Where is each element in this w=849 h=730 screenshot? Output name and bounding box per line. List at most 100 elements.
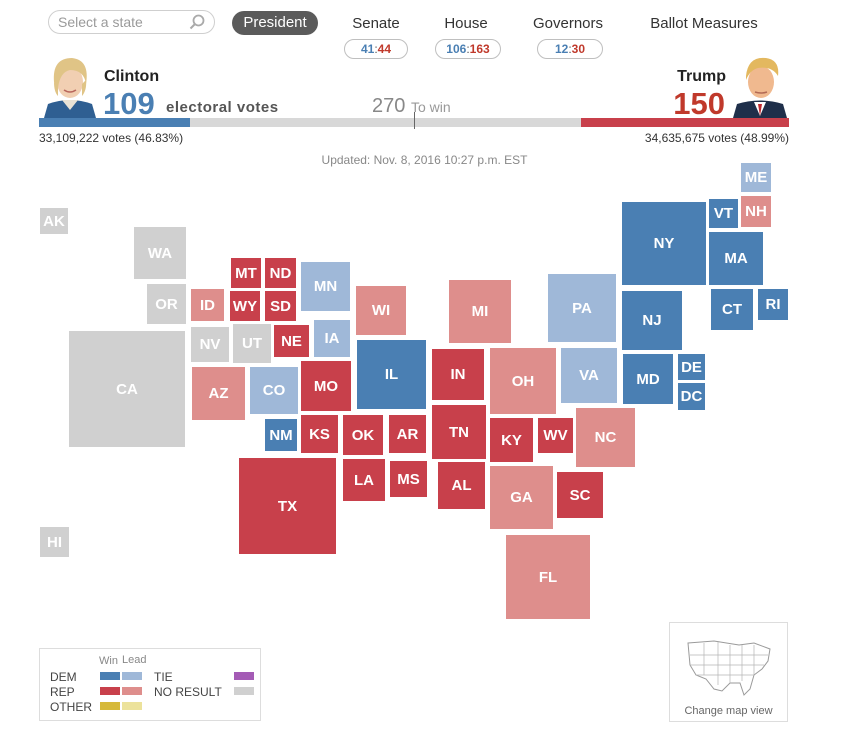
state-MS[interactable]: MS [390,461,427,497]
tab-governors[interactable]: Governors [532,15,604,32]
clinton-name: Clinton [104,68,160,85]
state-AR[interactable]: AR [389,415,426,453]
state-MO[interactable]: MO [301,361,351,411]
state-UT[interactable]: UT [233,324,271,363]
legend-tie-swatch [234,672,254,680]
tab-senate[interactable]: Senate [352,15,400,32]
state-WV[interactable]: WV [538,418,573,453]
state-AZ[interactable]: AZ [192,367,245,420]
state-OH[interactable]: OH [490,348,556,414]
state-RI[interactable]: RI [758,289,788,320]
state-DC[interactable]: DC [678,383,705,410]
us-outline-map-icon [687,640,771,696]
trump-popular-votes: 34,635,675 votes (48.99%) [644,131,789,145]
state-SD[interactable]: SD [265,291,296,321]
legend-rep-label: REP [50,685,75,699]
to-win-indicator: 270 To win [372,95,451,118]
state-WA[interactable]: WA [134,227,186,279]
state-IN[interactable]: IN [432,349,484,400]
state-KY[interactable]: KY [490,418,533,462]
state-WI[interactable]: WI [356,286,406,335]
state-CA[interactable]: CA [69,331,185,447]
state-ND[interactable]: ND [265,258,296,288]
score-separator: : [466,42,470,56]
state-NH[interactable]: NH [741,196,771,227]
state-LA[interactable]: LA [343,459,385,501]
state-NM[interactable]: NM [265,419,297,451]
to-win-label: To win [410,99,451,115]
trump-electoral-votes: 150 [673,86,725,121]
change-map-view-label: Change map view [684,705,773,717]
state-CO[interactable]: CO [250,367,298,414]
state-ID[interactable]: ID [191,289,224,321]
electoral-progress-rep [581,118,789,127]
tab-house[interactable]: House [444,15,488,32]
search-input[interactable] [58,14,188,30]
state-TN[interactable]: TN [432,405,486,459]
trump-name: Trump [677,68,726,85]
state-AK[interactable]: AK [40,208,68,234]
state-IA[interactable]: IA [314,320,350,357]
state-HI[interactable]: HI [40,527,69,557]
state-VT[interactable]: VT [709,199,738,228]
state-NJ[interactable]: NJ [622,291,682,350]
clinton-popular-votes: 33,109,222 votes (46.83%) [39,131,184,145]
change-map-view-button[interactable]: Change map view [669,622,788,722]
state-GA[interactable]: GA [490,466,553,529]
legend-dem-label: DEM [50,670,77,684]
score-separator: : [568,42,572,56]
house-score[interactable]: 106:163 [435,39,501,59]
state-ME[interactable]: ME [741,163,771,192]
state-IL[interactable]: IL [357,340,426,409]
state-MT[interactable]: MT [231,258,261,288]
legend-rep-win-swatch [100,687,120,695]
state-search[interactable] [48,10,215,34]
state-PA[interactable]: PA [548,274,616,342]
legend-other-lead-swatch [122,702,142,710]
state-NY[interactable]: NY [622,202,706,285]
state-AL[interactable]: AL [438,462,485,509]
legend-no-result-label: NO RESULT [154,685,222,699]
state-NV[interactable]: NV [191,327,229,362]
state-OK[interactable]: OK [343,415,383,455]
state-MI[interactable]: MI [449,280,511,343]
state-MA[interactable]: MA [709,232,763,285]
state-WY[interactable]: WY [230,291,260,321]
senate-rep-count: 44 [377,42,392,56]
legend-tie-label: TIE [154,670,173,684]
tab-president[interactable]: President [232,11,318,35]
state-SC[interactable]: SC [557,472,603,518]
state-NC[interactable]: NC [576,408,635,467]
state-OR[interactable]: OR [147,284,186,324]
governors-score[interactable]: 12:30 [537,39,603,59]
legend-dem-lead-swatch [122,672,142,680]
state-MD[interactable]: MD [623,354,673,404]
governors-rep-count: 30 [571,42,586,56]
score-separator: : [374,42,378,56]
updated-timestamp: Updated: Nov. 8, 2016 10:27 p.m. EST [321,153,528,167]
state-CT[interactable]: CT [711,289,753,330]
tab-ballot-measures[interactable]: Ballot Measures [650,15,758,32]
state-KS[interactable]: KS [301,415,338,453]
to-win-number: 270 [372,95,406,117]
legend-rep-lead-swatch [122,687,142,695]
senate-dem-count: 41 [360,42,375,56]
state-TX[interactable]: TX [239,458,336,554]
legend-win-header: Win [99,655,118,667]
legend-dem-win-swatch [100,672,120,680]
legend-other-win-swatch [100,702,120,710]
state-NE[interactable]: NE [274,325,309,357]
state-MN[interactable]: MN [301,262,350,311]
state-DE[interactable]: DE [678,354,705,380]
house-dem-count: 106 [446,42,467,56]
legend-no-result-swatch [234,687,254,695]
clinton-portrait [40,52,100,118]
legend-other-label: OTHER [50,700,92,714]
senate-score[interactable]: 41:44 [344,39,408,59]
electoral-progress-dem [39,118,190,127]
governors-dem-count: 12 [554,42,569,56]
state-VA[interactable]: VA [561,348,617,403]
search-icon[interactable] [189,14,205,30]
map-legend: Win Lead DEM REP OTHER TIE NO RESULT [39,648,261,721]
state-FL[interactable]: FL [506,535,590,619]
